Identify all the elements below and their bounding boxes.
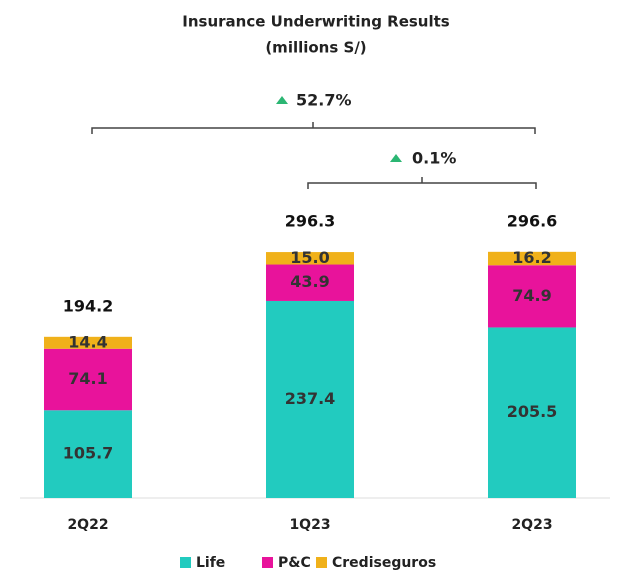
- bar-segment: [488, 251, 576, 266]
- chart-title: Insurance Underwriting Results: [182, 13, 450, 31]
- bar-segment: [266, 264, 354, 301]
- legend-label: P&C: [278, 555, 311, 571]
- value-label: 74.9: [512, 286, 551, 305]
- legend-swatch: [316, 557, 327, 568]
- total-label: 296.3: [285, 212, 336, 231]
- total-label: 194.2: [63, 296, 114, 315]
- value-label: 237.4: [285, 389, 336, 408]
- x-tick-label: 2Q23: [511, 517, 552, 533]
- annotation: 0.1%: [412, 149, 456, 168]
- legend-swatch: [180, 557, 191, 568]
- value-label: 205.5: [507, 402, 558, 421]
- value-label: 105.7: [63, 444, 114, 463]
- value-label: 16.2: [512, 248, 551, 267]
- x-tick-label: 1Q23: [289, 517, 330, 533]
- bar-segment: [44, 410, 132, 498]
- bracket: [91, 122, 536, 134]
- bracket: [307, 177, 537, 189]
- up-arrow: [390, 154, 402, 162]
- legend-label: Crediseguros: [332, 555, 436, 571]
- chart-subtitle: (millions S/): [265, 39, 366, 57]
- value-label: 15.0: [290, 248, 329, 267]
- bar-segment: [266, 252, 354, 265]
- value-label: 43.9: [290, 272, 329, 291]
- value-label: 74.1: [68, 369, 107, 388]
- legend-swatch: [262, 557, 273, 568]
- bar-segment: [44, 348, 132, 411]
- total-label: 296.6: [507, 211, 558, 230]
- annotation: 52.7%: [296, 91, 352, 110]
- value-label: 14.4: [68, 332, 107, 351]
- bar-segment: [44, 336, 132, 349]
- bar-segment: [488, 327, 576, 498]
- bar-segment: [266, 300, 354, 498]
- bar-segment: [488, 265, 576, 328]
- x-tick-label: 2Q22: [67, 517, 108, 533]
- legend-label: Life: [196, 555, 225, 571]
- up-arrow: [276, 96, 288, 104]
